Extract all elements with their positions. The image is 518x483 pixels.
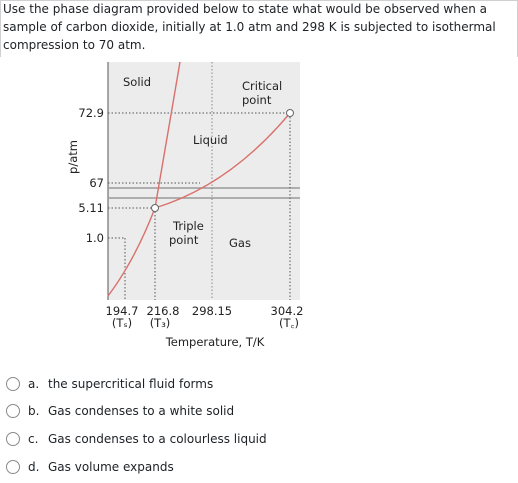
x-tick-symbol: (T₃)	[150, 316, 171, 330]
option-text: Gas condenses to a colourless liquid	[48, 432, 267, 446]
triple-label: Triple	[172, 219, 204, 233]
option-letter: c.	[28, 432, 39, 446]
triple-point-marker	[151, 204, 159, 212]
x-tick-label: 304.2	[271, 304, 304, 318]
x-tick-symbol: (T꜀)	[279, 316, 299, 330]
radio-button[interactable]	[6, 460, 20, 474]
option[interactable]: d. Gas volume expands	[0, 457, 174, 477]
critical-label: point	[242, 93, 272, 107]
option-letter: d.	[28, 460, 40, 474]
triple-label: point	[169, 233, 199, 247]
region-label: Solid	[123, 75, 151, 89]
option-letter: b.	[28, 404, 40, 418]
region-label: Gas	[229, 236, 251, 250]
radio-button[interactable]	[6, 432, 20, 446]
question-text: Use the phase diagram provided below to …	[3, 2, 496, 52]
x-tick-label: 298.15	[192, 304, 232, 318]
option[interactable]: c. Gas condenses to a colourless liquid	[0, 429, 267, 449]
x-axis-label: Temperature, T/K	[165, 335, 265, 349]
critical-point-marker	[286, 109, 294, 117]
y-tick-label: 72.9	[78, 106, 104, 120]
x-tick-symbol: (Tₛ)	[112, 316, 132, 330]
y-tick-label: 5.11	[78, 201, 104, 215]
radio-button[interactable]	[6, 377, 20, 391]
critical-label: Critical	[242, 79, 282, 93]
plot-background	[108, 62, 300, 300]
option[interactable]: b. Gas condenses to a white solid	[0, 401, 234, 421]
x-tick-label: 194.7	[106, 304, 139, 318]
phase-boundaries	[107, 61, 291, 297]
option-text: the supercritical fluid forms	[48, 377, 214, 391]
option-letter: a.	[28, 377, 40, 391]
y-axis-label: p/atm	[66, 140, 80, 174]
y-tick-label: 67	[89, 176, 104, 190]
option-text: Gas volume expands	[48, 460, 174, 474]
guide-lines	[108, 112, 291, 300]
x-tick-label: 216.8	[147, 304, 180, 318]
phase-diagram: Solid Liquid Gas Critical point Triple p…	[66, 61, 304, 349]
y-tick-label: 1.0	[86, 231, 104, 245]
option[interactable]: a. the supercritical fluid forms	[0, 374, 213, 394]
option-text: Gas condenses to a white solid	[48, 404, 235, 418]
region-label: Liquid	[193, 133, 228, 147]
radio-button[interactable]	[6, 404, 20, 418]
